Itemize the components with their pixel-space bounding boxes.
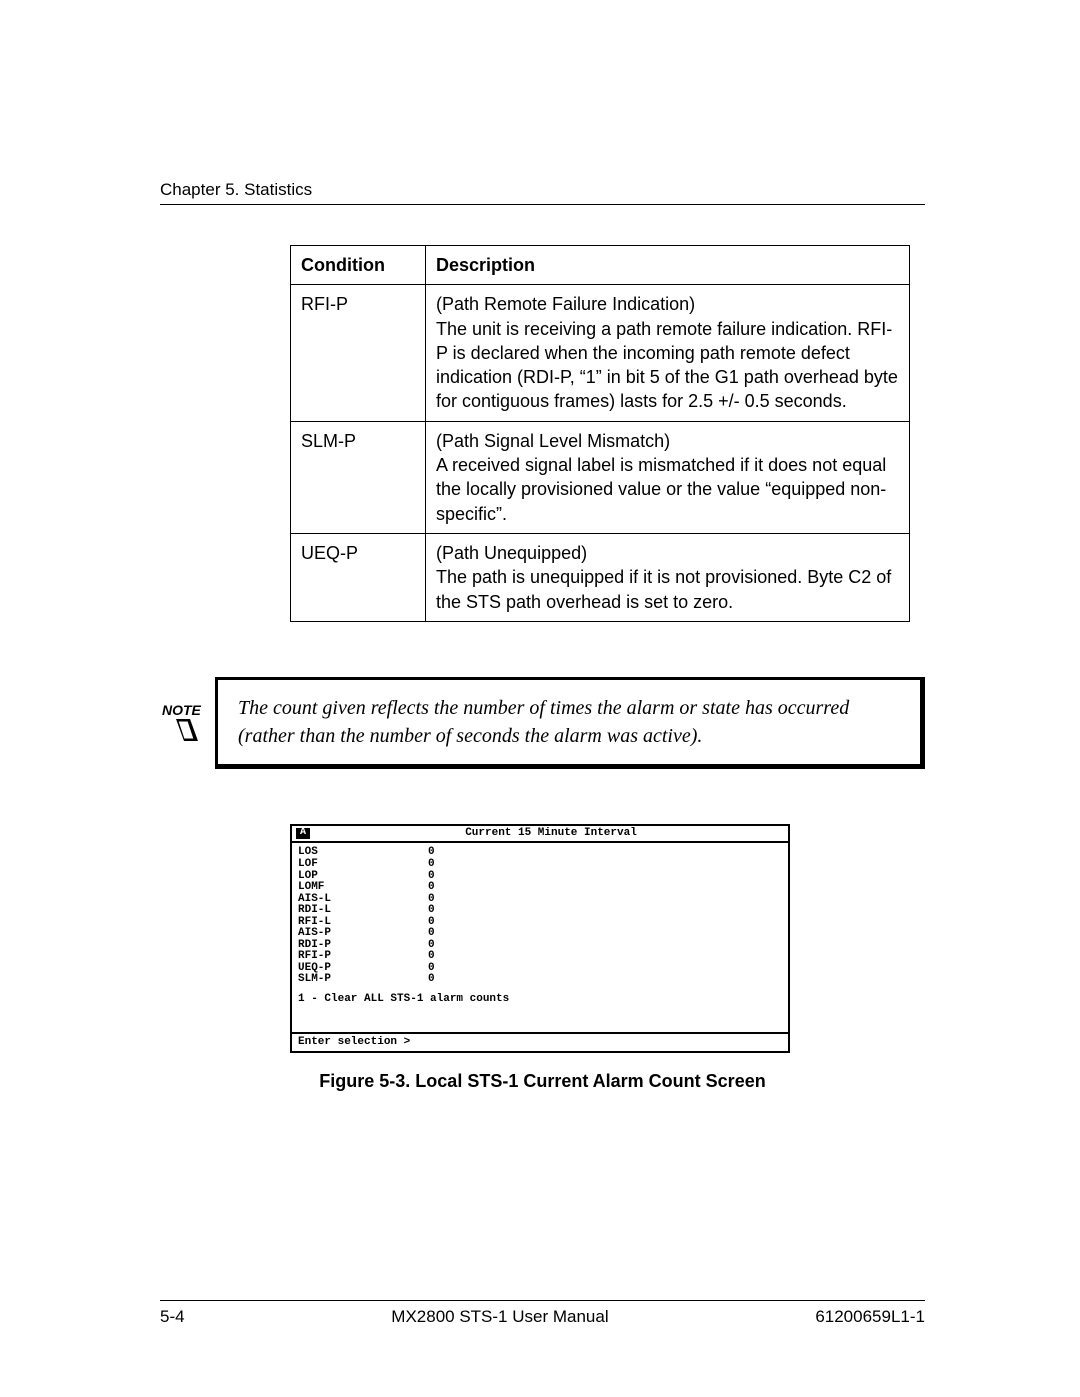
table-row: SLM-P (Path Signal Level Mismatch) A rec… — [291, 421, 910, 533]
terminal-value: 0 — [428, 974, 435, 986]
terminal-row: AIS-L0 — [298, 894, 782, 906]
terminal-screen: A Current 15 Minute Interval LOS0 LOF0 L… — [290, 824, 790, 1053]
terminal-label: RDI-L — [298, 905, 428, 917]
condition-cell: SLM-P — [291, 421, 426, 533]
terminal-row: LOMF0 — [298, 882, 782, 894]
terminal-badge: A — [296, 828, 310, 839]
header-rule — [160, 204, 925, 205]
condition-cell: UEQ-P — [291, 533, 426, 621]
terminal-row: LOP0 — [298, 871, 782, 883]
terminal-label: SLM-P — [298, 974, 428, 986]
terminal-prompt[interactable]: Enter selection > — [292, 1032, 788, 1052]
condition-table: Condition Description RFI-P (Path Remote… — [290, 245, 910, 622]
terminal-label: LOF — [298, 859, 428, 871]
terminal-titlebar: A Current 15 Minute Interval — [292, 826, 788, 844]
col-description: Description — [426, 246, 910, 285]
terminal-row: AIS-P0 — [298, 928, 782, 940]
terminal-row: RDI-L0 — [298, 905, 782, 917]
note-block: NOTE The count given reflects the number… — [160, 677, 925, 769]
col-condition: Condition — [291, 246, 426, 285]
condition-cell: RFI-P — [291, 285, 426, 421]
footer-page-number: 5-4 — [160, 1307, 185, 1327]
description-cell: (Path Remote Failure Indication) The uni… — [426, 285, 910, 421]
note-icon: NOTE — [160, 697, 215, 750]
description-cell: (Path Unequipped) The path is unequipped… — [426, 533, 910, 621]
note-label-text: NOTE — [162, 702, 202, 718]
table-header-row: Condition Description — [291, 246, 910, 285]
terminal-value: 0 — [428, 905, 435, 917]
terminal-row: RFI-P0 — [298, 951, 782, 963]
terminal-row: RDI-P0 — [298, 940, 782, 952]
note-text: The count given reflects the number of t… — [215, 677, 925, 769]
description-cell: (Path Signal Level Mismatch) A received … — [426, 421, 910, 533]
footer-rule — [160, 1300, 925, 1301]
table-row: RFI-P (Path Remote Failure Indication) T… — [291, 285, 910, 421]
figure-caption: Figure 5-3. Local STS-1 Current Alarm Co… — [160, 1071, 925, 1092]
terminal-title: Current 15 Minute Interval — [318, 828, 784, 840]
terminal-label: LOMF — [298, 882, 428, 894]
terminal-body: LOS0 LOF0 LOP0 LOMF0 AIS-L0 RDI-L0 RFI-L… — [292, 843, 788, 1009]
footer-manual-title: MX2800 STS-1 User Manual — [391, 1307, 608, 1327]
terminal-row: SLM-P0 — [298, 974, 782, 986]
terminal-row: LOF0 — [298, 859, 782, 871]
terminal-value: 0 — [428, 882, 435, 894]
terminal-menu-item[interactable]: 1 - Clear ALL STS-1 alarm counts — [298, 994, 782, 1006]
page-footer: 5-4 MX2800 STS-1 User Manual 61200659L1-… — [160, 1300, 925, 1327]
footer-doc-number: 61200659L1-1 — [815, 1307, 925, 1327]
chapter-header: Chapter 5. Statistics — [160, 180, 925, 200]
terminal-value: 0 — [428, 859, 435, 871]
terminal-row: RFI-L0 — [298, 917, 782, 929]
terminal-row: UEQ-P0 — [298, 963, 782, 975]
page: Chapter 5. Statistics Condition Descript… — [0, 0, 1080, 1397]
terminal-row: LOS0 — [298, 847, 782, 859]
table-row: UEQ-P (Path Unequipped) The path is uneq… — [291, 533, 910, 621]
